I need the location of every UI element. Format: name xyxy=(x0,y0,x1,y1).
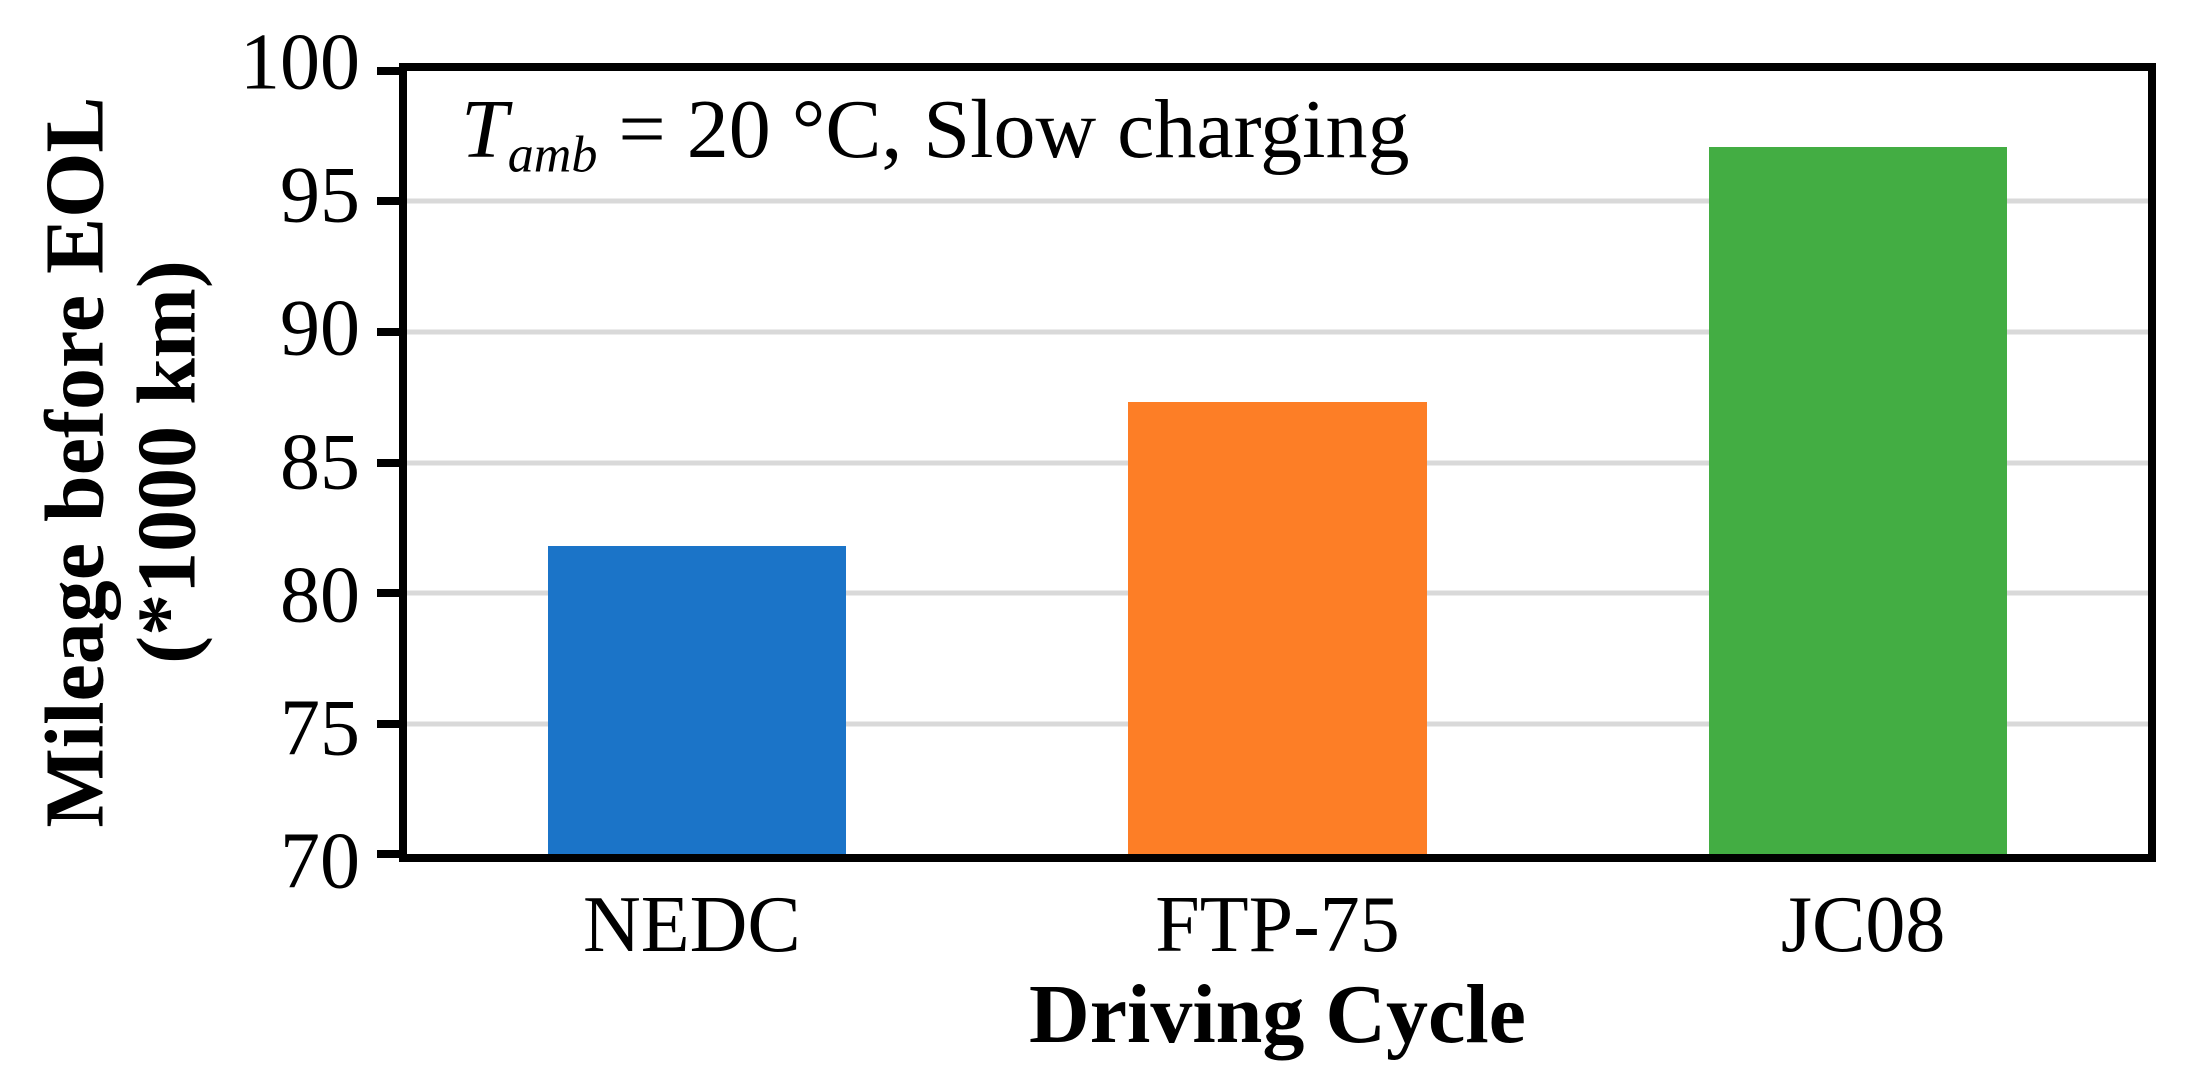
y-tick-100 xyxy=(377,67,401,75)
x-tick-label-ftp-75: FTP-75 xyxy=(1155,881,1400,969)
gridline-95 xyxy=(407,198,2148,204)
gridline-90 xyxy=(407,329,2148,335)
y-tick-70 xyxy=(377,850,401,858)
y-tick-label-85: 85 xyxy=(280,418,360,506)
y-tick-label-90: 90 xyxy=(280,284,360,373)
y-tick-labels: 70 75 80 85 90 95 100 xyxy=(0,19,360,906)
annotation-text: = 20 °C, Slow charging xyxy=(597,83,1410,176)
bar-jc08 xyxy=(1708,146,2007,854)
annotation-subscript: amb xyxy=(507,126,598,184)
y-tick-label-75: 75 xyxy=(280,684,360,773)
bar-slot-jc08 xyxy=(1568,71,2148,854)
y-tick-75 xyxy=(377,719,401,728)
y-tick-95 xyxy=(377,197,401,206)
bar-slot-ftp-75 xyxy=(987,71,1567,854)
y-tick-label-70: 70 xyxy=(280,817,360,906)
x-tick-labels: NEDC FTP-75 JC08 xyxy=(399,880,2156,971)
annotation-variable: T xyxy=(461,83,508,176)
y-tick-label-100: 100 xyxy=(240,18,360,107)
bar-nedc xyxy=(548,546,847,854)
y-tick-label-95: 95 xyxy=(280,151,360,240)
bar-slot-nedc xyxy=(407,71,987,854)
plot-area: Tamb = 20 °C, Slow charging xyxy=(377,63,2156,862)
y-tick-label-80: 80 xyxy=(280,551,360,640)
bars-layer xyxy=(407,71,2148,854)
bar-ftp-75 xyxy=(1128,402,1427,854)
y-tick-80 xyxy=(377,588,401,597)
x-axis-title: Driving Cycle xyxy=(1029,968,1526,1061)
plot-annotation: Tamb = 20 °C, Slow charging xyxy=(461,83,1410,181)
y-tick-85 xyxy=(377,458,401,467)
x-tick-label-jc08: JC08 xyxy=(1780,881,1946,969)
x-tick-label-nedc: NEDC xyxy=(582,881,801,969)
y-tick-90 xyxy=(377,327,401,336)
